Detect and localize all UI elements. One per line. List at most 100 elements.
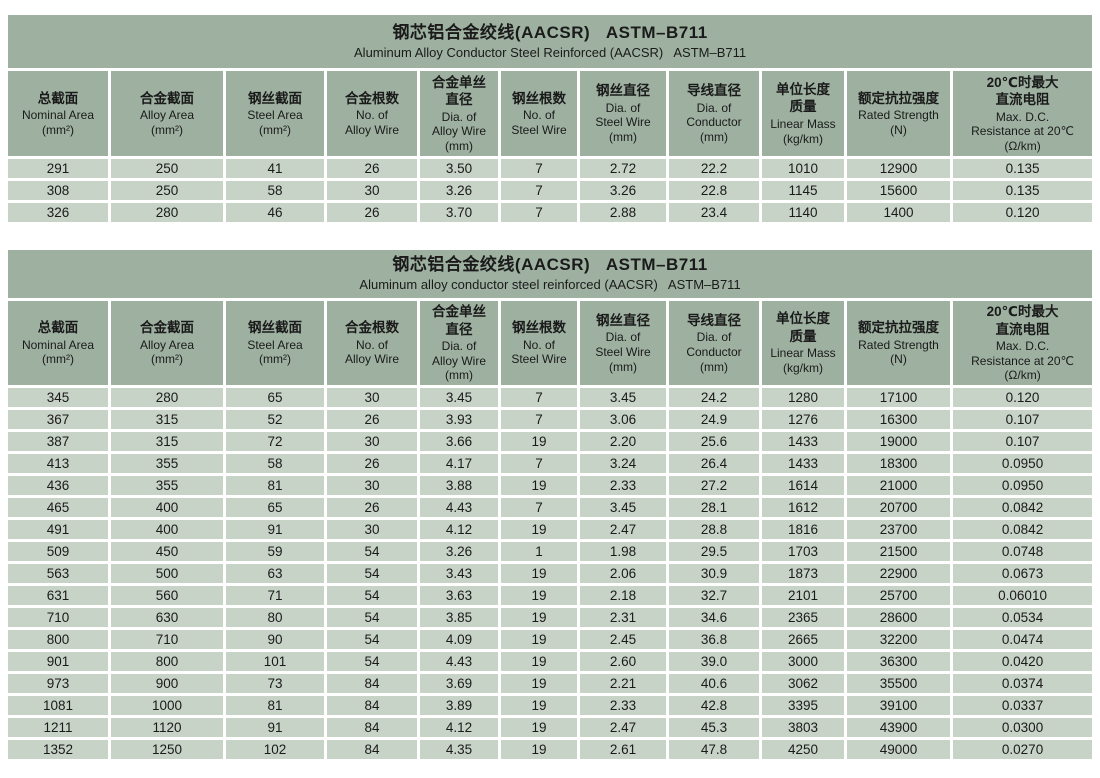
column-header-cn: 合金截面 (140, 90, 194, 106)
table-cell: 19 (501, 651, 577, 671)
table-cell: 0.0842 (953, 519, 1093, 539)
table-cell: 0.0534 (953, 607, 1093, 627)
table-cell: 59 (226, 541, 324, 561)
table-cell: 30.9 (669, 563, 759, 583)
table-cell: 1250 (111, 739, 223, 759)
table-cell: 0.107 (953, 409, 1093, 429)
column-header: 钢丝根数 No. of Steel Wire (501, 301, 577, 385)
column-header-cn: 导线直径 (687, 83, 741, 99)
table-cell: 500 (111, 563, 223, 583)
column-header-en: No. of Steel Wire (511, 337, 567, 367)
column-header-en: No. of Steel Wire (511, 108, 567, 137)
table-cell: 563 (8, 563, 108, 583)
column-header: 额定抗拉强度 Rated Strength (N) (847, 71, 950, 156)
table-cell: 102 (226, 739, 324, 759)
column-header-cn: 钢丝直径 (596, 312, 650, 328)
table-cell: 101 (226, 651, 324, 671)
column-header-cn: 额定抗拉强度 (858, 90, 939, 106)
table-row: 1081 1000 81 84 3.89 19 2.33 42.8 3395 39100 0.033… (8, 695, 1093, 715)
table-cell: 3.24 (580, 453, 666, 473)
table-cell: 0.06010 (953, 585, 1093, 605)
table-cell: 436 (8, 475, 108, 495)
column-header: 总截面 Nominal Area (mm²) (8, 301, 108, 385)
column-header-cn: 总截面 (37, 90, 79, 106)
table-cell: 7 (501, 159, 577, 178)
table-cell: 1614 (762, 475, 844, 495)
column-header-cn: 单位长度 质量 (776, 81, 830, 115)
table-cell: 43900 (847, 717, 950, 737)
table-title-band: 钢芯铝合金绞线(AACSR) ASTM–B711 Aluminum Alloy … (8, 15, 1093, 68)
table-cell: 0.0474 (953, 629, 1093, 649)
table-cell: 84 (327, 717, 417, 737)
table-cell: 3.43 (420, 563, 498, 583)
table-body: 345 280 65 30 3.45 7 3.45 24.2 1280 17100 0.120 367… (8, 387, 1093, 759)
table-cell: 54 (327, 585, 417, 605)
table-cell: 0.120 (953, 203, 1093, 222)
column-header: 单位长度 质量 Linear Mass (kg/km) (762, 301, 844, 385)
table-cell: 39.0 (669, 651, 759, 671)
table-title-band: 钢芯铝合金绞线(AACSR) ASTM–B711 Aluminum alloy … (8, 250, 1093, 298)
aacsr-spec-table-2: 钢芯铝合金绞线(AACSR) ASTM–B711 Aluminum alloy … (5, 247, 1095, 762)
table-cell: 1703 (762, 541, 844, 561)
table-row: 800 710 90 54 4.09 19 2.45 36.8 2665 32200 0.0474 (8, 629, 1093, 649)
table-cell: 1280 (762, 387, 844, 407)
table-cell: 84 (327, 739, 417, 759)
table-cell: 308 (8, 181, 108, 200)
table-row: 509 450 59 54 3.26 1 1.98 29.5 1703 21500 0.0748 (8, 541, 1093, 561)
table-cell: 7 (501, 181, 577, 200)
table-cell: 19 (501, 563, 577, 583)
table-cell: 3.45 (420, 387, 498, 407)
table-cell: 3.66 (420, 431, 498, 451)
table-cell: 3.26 (420, 541, 498, 561)
table-cell: 16300 (847, 409, 950, 429)
table-cell: 58 (226, 453, 324, 473)
table-cell: 2.61 (580, 739, 666, 759)
table-cell: 3000 (762, 651, 844, 671)
table-cell: 0.0300 (953, 717, 1093, 737)
table-cell: 1145 (762, 181, 844, 200)
table-cell: 90 (226, 629, 324, 649)
table-cell: 0.0673 (953, 563, 1093, 583)
table-cell: 26 (327, 453, 417, 473)
column-header-en: Max. D.C. Resistance at 20℃ (Ω/km) (971, 109, 1074, 153)
table-cell: 19 (501, 475, 577, 495)
table-cell: 27.2 (669, 475, 759, 495)
column-header: 导线直径 Dia. of Conductor (mm) (669, 301, 759, 385)
table-cell: 25700 (847, 585, 950, 605)
column-header-en: Nominal Area (mm²) (21, 337, 95, 367)
table-cell: 21500 (847, 541, 950, 561)
table-cell: 1816 (762, 519, 844, 539)
table-cell: 52 (226, 409, 324, 429)
table-cell: 47.8 (669, 739, 759, 759)
table-body: 291 250 41 26 3.50 7 2.72 22.2 1010 12900 0.135 308… (8, 159, 1093, 222)
table-cell: 315 (111, 431, 223, 451)
column-header-en: Alloy Area (mm²) (139, 108, 195, 137)
table-cell: 58 (226, 181, 324, 200)
column-header: 合金单丝 直径 Dia. of Alloy Wire (mm) (420, 301, 498, 385)
table-cell: 84 (327, 695, 417, 715)
table-cell: 4.43 (420, 497, 498, 517)
column-header-cn: 20℃时最大 直流电阻 (986, 74, 1059, 108)
table-cell: 3.06 (580, 409, 666, 429)
table-cell: 4.43 (420, 651, 498, 671)
table-cell: 2.60 (580, 651, 666, 671)
table-title-en: Aluminum alloy conductor steel reinforce… (359, 277, 741, 293)
table-cell: 7 (501, 409, 577, 429)
table-cell: 355 (111, 475, 223, 495)
column-header-cn: 合金根数 (345, 320, 399, 336)
catalog-page: 钢芯铝合金绞线(AACSR) ASTM–B711 Aluminum Alloy … (5, 12, 1095, 762)
table-cell: 2.47 (580, 717, 666, 737)
table-cell: 42.8 (669, 695, 759, 715)
column-header: 额定抗拉强度 Rated Strength (N) (847, 301, 950, 385)
table-cell: 34.6 (669, 607, 759, 627)
column-header: 导线直径 Dia. of Conductor (mm) (669, 71, 759, 156)
table-cell: 4.09 (420, 629, 498, 649)
column-header-en: Dia. of Steel Wire (mm) (595, 100, 651, 145)
table-cell: 2101 (762, 585, 844, 605)
table-cell: 0.0748 (953, 541, 1093, 561)
table-row: 367 315 52 26 3.93 7 3.06 24.9 1276 16300 0.107 (8, 409, 1093, 429)
table-cell: 345 (8, 387, 108, 407)
aacsr-spec-table-1: 钢芯铝合金绞线(AACSR) ASTM–B711 Aluminum Alloy … (5, 12, 1095, 225)
table-cell: 4.35 (420, 739, 498, 759)
table-row: 308 250 58 30 3.26 7 3.26 22.8 1145 15600 0.135 (8, 181, 1093, 200)
